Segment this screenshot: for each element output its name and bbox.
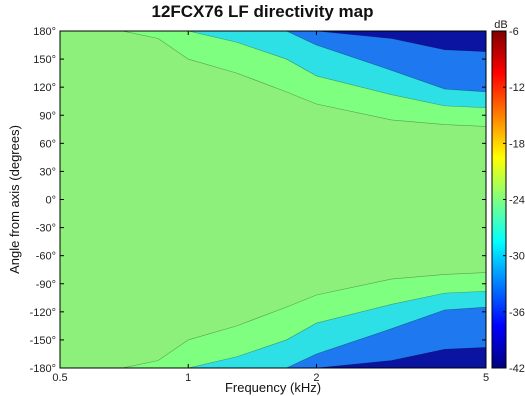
contour-band-24db: [60, 31, 486, 368]
x-tick-label: 2: [313, 372, 319, 384]
contour-band-36db-upper: [60, 31, 486, 93]
colorbar-tick-label: -24: [509, 195, 525, 207]
colorbar-tick-label: -36: [509, 307, 525, 319]
chart-title: 12FCX76 LF directivity map: [151, 2, 374, 21]
x-axis-label: Frequency (kHz): [225, 380, 321, 395]
y-tick-label: 150°: [33, 54, 56, 66]
colorbar-tick-label: -12: [509, 82, 525, 94]
x-axis: 0.5 1 2 5: [52, 31, 489, 384]
y-tick-label: 60°: [39, 138, 56, 150]
colorbar-tick-label: -18: [509, 138, 525, 150]
y-tick-label: -90°: [36, 279, 56, 291]
colorbar-ticks: -6 -12 -18 -24 -30 -36 -42: [503, 26, 525, 375]
x-tick-label: 1: [185, 372, 191, 384]
y-tick-label: 30°: [39, 166, 56, 178]
colorbar-tick-label: -42: [509, 363, 525, 375]
y-tick-label: -30°: [36, 223, 56, 235]
y-tick-label: -60°: [36, 251, 56, 263]
y-axis-label: Angle from axis (degrees): [7, 125, 22, 274]
colorbar-unit-label: dB: [494, 19, 507, 31]
y-tick-label: -120°: [30, 307, 56, 319]
contour-band-36db-lower: [60, 306, 486, 368]
y-tick-label: 180°: [33, 26, 56, 38]
y-tick-label: -150°: [30, 335, 56, 347]
contour-band-42db-upper: [60, 31, 486, 52]
y-tick-label: 0°: [45, 195, 56, 207]
y-tick-label: 90°: [39, 110, 56, 122]
colorbar-tick-label: -6: [509, 26, 519, 38]
y-tick-label: -180°: [30, 363, 56, 375]
x-tick-label: 5: [483, 372, 489, 384]
contour-band-42db-lower: [60, 347, 486, 368]
y-tick-label: 120°: [33, 82, 56, 94]
contour-plot-area: [60, 31, 486, 368]
y-axis: 180° 150° 120° 90° 60° 30° 0° -30° -60° -90° -120°…: [30, 26, 486, 375]
x-tick-label: 0.5: [52, 372, 67, 384]
colorbar-tick-label: -30: [509, 251, 525, 263]
